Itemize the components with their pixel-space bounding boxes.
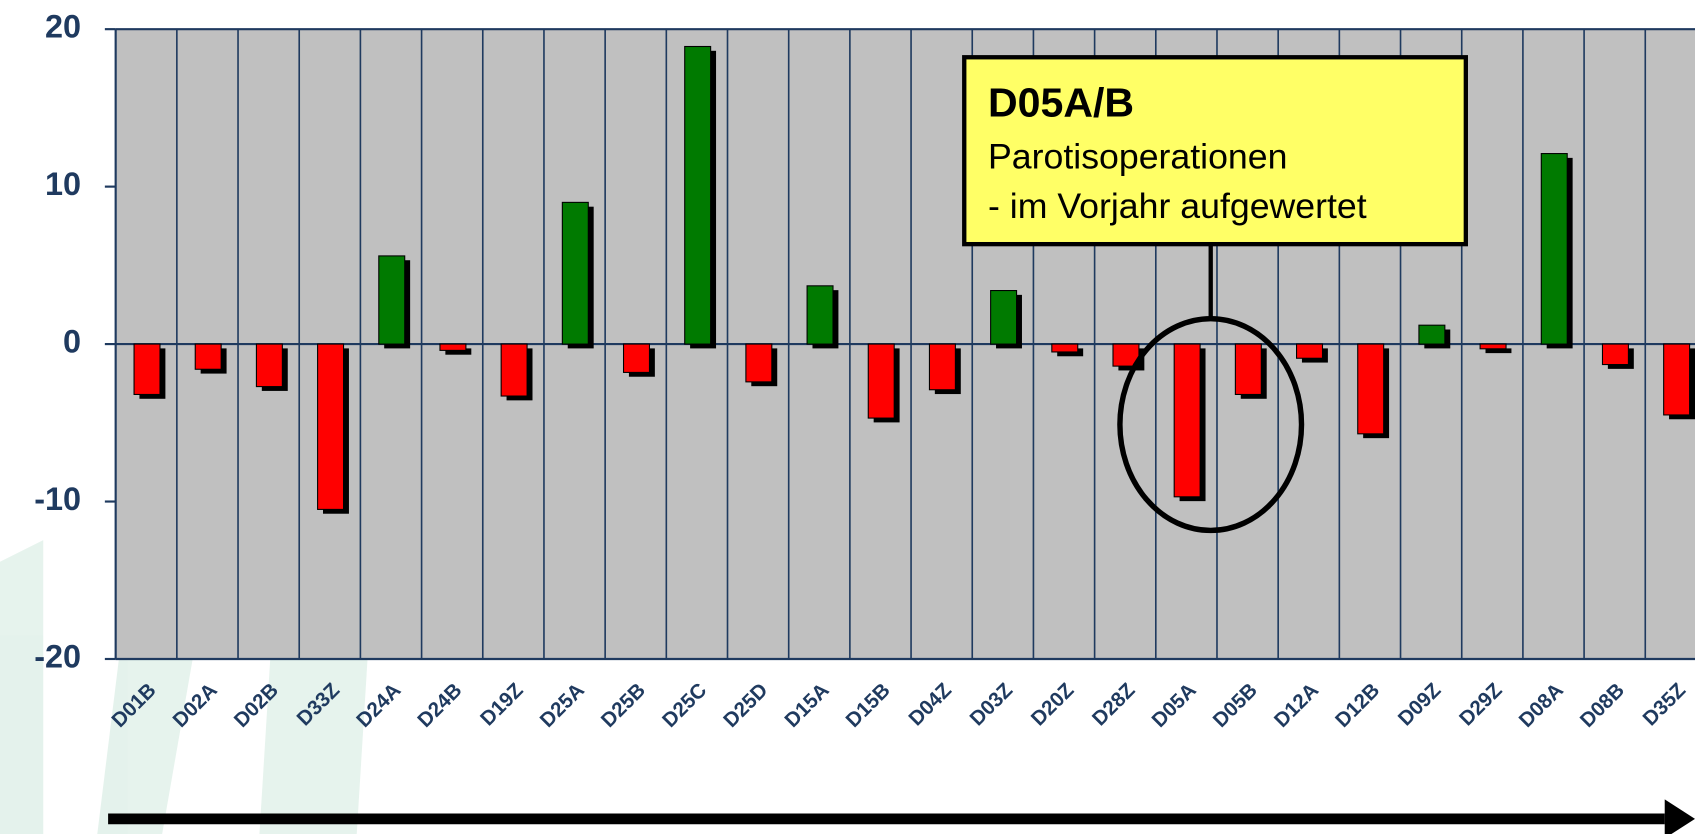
x-tick-label: D25C — [658, 679, 711, 732]
x-tick-label: D04Z — [904, 679, 956, 731]
bar — [1540, 153, 1568, 345]
bar — [928, 343, 956, 391]
bar — [255, 343, 283, 388]
x-tick-label: D03Z — [965, 679, 1017, 731]
bar — [1296, 343, 1324, 359]
bar — [378, 255, 406, 345]
bar — [133, 343, 161, 396]
bar — [622, 343, 651, 373]
x-tick-label: D25D — [719, 679, 772, 732]
x-tick-label: D19Z — [476, 679, 528, 731]
callout-title: D05A/B — [988, 80, 1134, 126]
bar — [990, 290, 1018, 345]
x-tick-label: D12A — [1270, 679, 1323, 732]
y-tick-label: -10 — [34, 481, 81, 517]
bar-shadow — [445, 348, 472, 355]
x-tick-label: D15A — [780, 679, 833, 732]
bar — [1663, 343, 1691, 416]
bar — [1479, 343, 1507, 350]
bar — [684, 45, 712, 345]
y-tick-label: 0 — [63, 324, 81, 360]
x-tick-label: D24B — [413, 679, 466, 732]
bar — [1601, 343, 1629, 366]
background-logo — [0, 540, 368, 834]
callout-text: Parotisoperationen — [988, 137, 1287, 177]
x-tick-label: D09Z — [1394, 679, 1446, 731]
bar-shadow — [1485, 348, 1512, 354]
bar — [500, 343, 528, 397]
x-tick-label: D25A — [536, 679, 589, 732]
bar — [1051, 343, 1079, 353]
bar — [317, 343, 345, 510]
x-tick-label: D08A — [1514, 679, 1567, 732]
bar — [1418, 324, 1446, 345]
x-tick-label: D05B — [1209, 679, 1262, 732]
bar — [867, 343, 895, 419]
x-tick-label: D35Z — [1638, 679, 1690, 731]
x-tick-label: D05A — [1147, 679, 1200, 732]
bar — [806, 285, 834, 345]
x-tick-label: D20Z — [1027, 679, 1079, 731]
y-tick-label: -20 — [34, 639, 81, 675]
x-tick-label: D15B — [841, 679, 894, 732]
x-tick-label: D12B — [1331, 679, 1384, 732]
x-tick-label: D25B — [597, 679, 650, 732]
bar — [1234, 343, 1262, 396]
bar — [561, 201, 589, 345]
bar — [745, 343, 773, 383]
x-tick-label: D08B — [1576, 679, 1629, 732]
bar — [194, 343, 222, 370]
y-tick-label: 20 — [45, 9, 81, 45]
bar — [439, 343, 467, 351]
arrow-head — [1664, 799, 1695, 834]
x-tick-label: D28Z — [1088, 679, 1140, 731]
y-tick-label: 10 — [45, 166, 81, 202]
bar — [1173, 343, 1201, 498]
callout-box — [962, 55, 1468, 247]
callout-text: - im Vorjahr aufgewertet — [988, 186, 1367, 226]
x-tick-label: D29Z — [1455, 679, 1507, 731]
bar — [1357, 343, 1385, 435]
